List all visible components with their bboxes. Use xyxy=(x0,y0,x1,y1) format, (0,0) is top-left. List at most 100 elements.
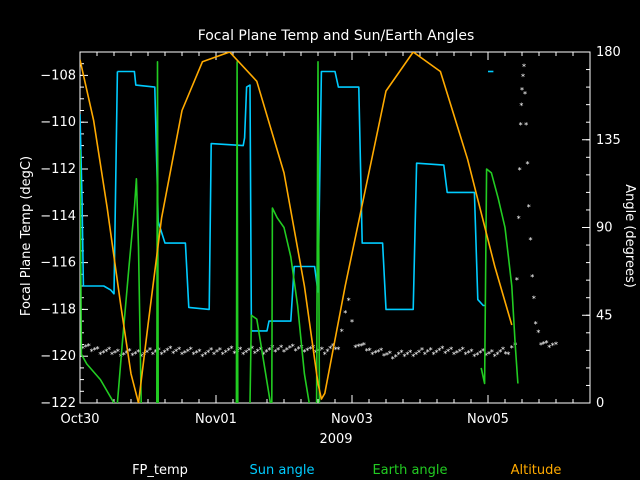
fp-temp-point: * xyxy=(458,347,462,356)
fp-temp-point: * xyxy=(267,346,271,355)
fp-temp-point: * xyxy=(440,345,444,354)
fp-temp-point: * xyxy=(423,350,427,359)
fp-temp-point: * xyxy=(279,344,283,353)
legend: FP_temp Sun angle Earth angle Altitude xyxy=(132,463,561,478)
fp-temp-point: * xyxy=(517,215,521,224)
x-tick-label: Nov03 xyxy=(331,412,373,427)
fp-temp-point: * xyxy=(356,343,360,352)
fp-temp-point: * xyxy=(525,160,529,169)
fp-temp-point: * xyxy=(437,347,441,356)
y-right-tick-label: 180 xyxy=(596,45,621,60)
x-tick-label: Oct30 xyxy=(60,412,99,427)
fp-temp-point: * xyxy=(130,352,134,361)
fp-temp-point: * xyxy=(446,348,450,357)
fp-temp-point: * xyxy=(81,344,85,353)
fp-temp-point: * xyxy=(370,350,374,359)
fp-temp-point: * xyxy=(87,342,91,351)
fp-temp-point: * xyxy=(452,350,456,359)
fp-temp-point: * xyxy=(554,341,558,350)
fp-temp-point: * xyxy=(435,348,439,357)
fp-temp-point: * xyxy=(323,350,327,359)
fp-temp-point: * xyxy=(353,343,357,352)
fp-temp-point: * xyxy=(218,346,222,355)
fp-temp-point: * xyxy=(522,63,526,72)
sun-angle-line xyxy=(251,70,486,332)
fp-temp-point: * xyxy=(230,345,234,354)
fp-temp-point: * xyxy=(478,349,482,358)
chart-title: Focal Plane Temp and Sun/Earth Angles xyxy=(198,28,475,44)
fp-temp-point: * xyxy=(530,273,534,282)
sun-angle-line xyxy=(117,70,253,331)
fp-temp-point: * xyxy=(504,350,508,359)
fp-temp-point: * xyxy=(496,350,500,359)
fp-temp-point: * xyxy=(484,352,488,361)
y-left-tick-label: −110 xyxy=(40,115,76,130)
fp-temp-point: * xyxy=(95,345,99,354)
fp-temp-point: * xyxy=(343,309,347,318)
fp-temp-point: * xyxy=(253,349,257,358)
earth-angle-line xyxy=(480,168,519,385)
fp-temp-point: * xyxy=(186,347,190,356)
fp-temp-point: * xyxy=(510,344,514,353)
fp-temp-point: * xyxy=(238,346,242,355)
fp-temp-point: * xyxy=(414,350,418,359)
fp-temp-point: * xyxy=(259,346,263,355)
fp-temp-point: * xyxy=(362,341,366,350)
y-axis-left-label: Focal Plane Temp (degC) xyxy=(19,156,34,316)
fp-temp-point: * xyxy=(221,350,225,359)
fp-temp-point: * xyxy=(408,348,412,357)
fp-temp-point: * xyxy=(523,90,527,99)
fp-temp-point: * xyxy=(490,348,494,357)
fp-temp-point: * xyxy=(443,349,447,358)
fp-temp-point: * xyxy=(520,86,524,95)
fp-temp-point: * xyxy=(116,348,120,357)
fp-temp-point: * xyxy=(104,347,108,356)
fp-temp-point: * xyxy=(379,347,383,356)
fp-temp-point: * xyxy=(206,348,210,357)
earth-angle-line xyxy=(315,61,321,403)
fp-temp-point: * xyxy=(328,345,332,354)
fp-temp-point: * xyxy=(90,347,94,356)
fp-temp-point: * xyxy=(297,345,301,354)
fp-temp-point: * xyxy=(365,347,369,356)
y-left-tick-label: −108 xyxy=(40,68,76,83)
fp-temp-point: * xyxy=(203,350,207,359)
fp-temp-point: * xyxy=(417,348,421,357)
fp-temp-point: * xyxy=(467,349,471,358)
fp-temp-point: * xyxy=(487,350,491,359)
fp-temp-point: * xyxy=(282,348,286,357)
fp-temp-point: * xyxy=(128,347,132,356)
fp-temp-point: * xyxy=(524,121,528,130)
fp-temp-point: * xyxy=(145,348,149,357)
fp-temp-point: * xyxy=(405,351,409,360)
fp-temp-point: * xyxy=(400,348,404,357)
fp-temp-point: * xyxy=(273,348,277,357)
fp-temp-point: * xyxy=(174,348,178,357)
fp-temp-point: * xyxy=(539,341,543,350)
fp-temp-point: * xyxy=(432,350,436,359)
fp-temp-point: * xyxy=(521,72,525,81)
fp-temp-point: * xyxy=(464,351,468,360)
fp-temp-point: * xyxy=(200,353,204,362)
legend-item: Altitude xyxy=(511,463,562,478)
fp-temp-point: * xyxy=(122,351,126,360)
fp-temp-point: * xyxy=(506,350,510,359)
fp-temp-point: * xyxy=(154,348,158,357)
earth-angle-line xyxy=(116,178,142,403)
fp-temp-point: * xyxy=(209,346,213,355)
fp-temp-point: * xyxy=(133,350,137,359)
fp-temp-point: * xyxy=(402,353,406,362)
fp-temp-point: * xyxy=(527,203,531,212)
y-left-tick-label: −118 xyxy=(40,302,76,317)
fp-temp-point: * xyxy=(276,346,280,355)
y-right-tick-label: 45 xyxy=(596,308,613,323)
fp-temp-point: * xyxy=(340,327,344,336)
fp-temp-point: * xyxy=(334,346,338,355)
fp-temp-point: * xyxy=(515,276,519,285)
fp-temp-point: * xyxy=(151,350,155,359)
fp-temp-point: * xyxy=(481,347,485,356)
fp-temp-point: * xyxy=(262,350,266,359)
sun-angle-line xyxy=(80,71,119,295)
earth-angle-line xyxy=(235,61,239,403)
